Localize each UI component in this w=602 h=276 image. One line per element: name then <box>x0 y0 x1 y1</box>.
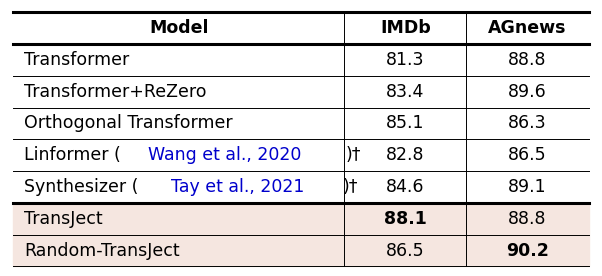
Text: )†: )† <box>343 178 358 196</box>
Text: 86.5: 86.5 <box>508 146 547 164</box>
Text: Tay et al., 2021: Tay et al., 2021 <box>171 178 305 196</box>
Text: 90.2: 90.2 <box>506 242 549 259</box>
Text: 88.1: 88.1 <box>384 210 427 228</box>
Text: 81.3: 81.3 <box>386 51 424 69</box>
Text: )†: )† <box>346 146 361 164</box>
Text: Model: Model <box>149 19 208 37</box>
Text: 86.3: 86.3 <box>508 115 547 132</box>
Text: IMDb: IMDb <box>380 19 430 37</box>
Text: Transformer+ReZero: Transformer+ReZero <box>24 83 206 101</box>
Text: 88.8: 88.8 <box>508 210 547 228</box>
Text: 85.1: 85.1 <box>386 115 424 132</box>
Text: 83.4: 83.4 <box>386 83 424 101</box>
Text: Transformer: Transformer <box>24 51 129 69</box>
Text: Linformer (: Linformer ( <box>24 146 121 164</box>
Text: TransJect: TransJect <box>24 210 103 228</box>
Text: Synthesizer (: Synthesizer ( <box>24 178 138 196</box>
Text: Wang et al., 2020: Wang et al., 2020 <box>149 146 302 164</box>
Text: Random-TransJect: Random-TransJect <box>24 242 180 259</box>
Text: 89.6: 89.6 <box>508 83 547 101</box>
Bar <box>13 203 589 235</box>
Text: 82.8: 82.8 <box>386 146 424 164</box>
Text: 86.5: 86.5 <box>386 242 424 259</box>
Text: AGnews: AGnews <box>488 19 566 37</box>
Text: 84.6: 84.6 <box>386 178 424 196</box>
Bar <box>13 235 589 266</box>
Text: Orthogonal Transformer: Orthogonal Transformer <box>24 115 233 132</box>
Text: 88.8: 88.8 <box>508 51 547 69</box>
Text: 89.1: 89.1 <box>508 178 547 196</box>
